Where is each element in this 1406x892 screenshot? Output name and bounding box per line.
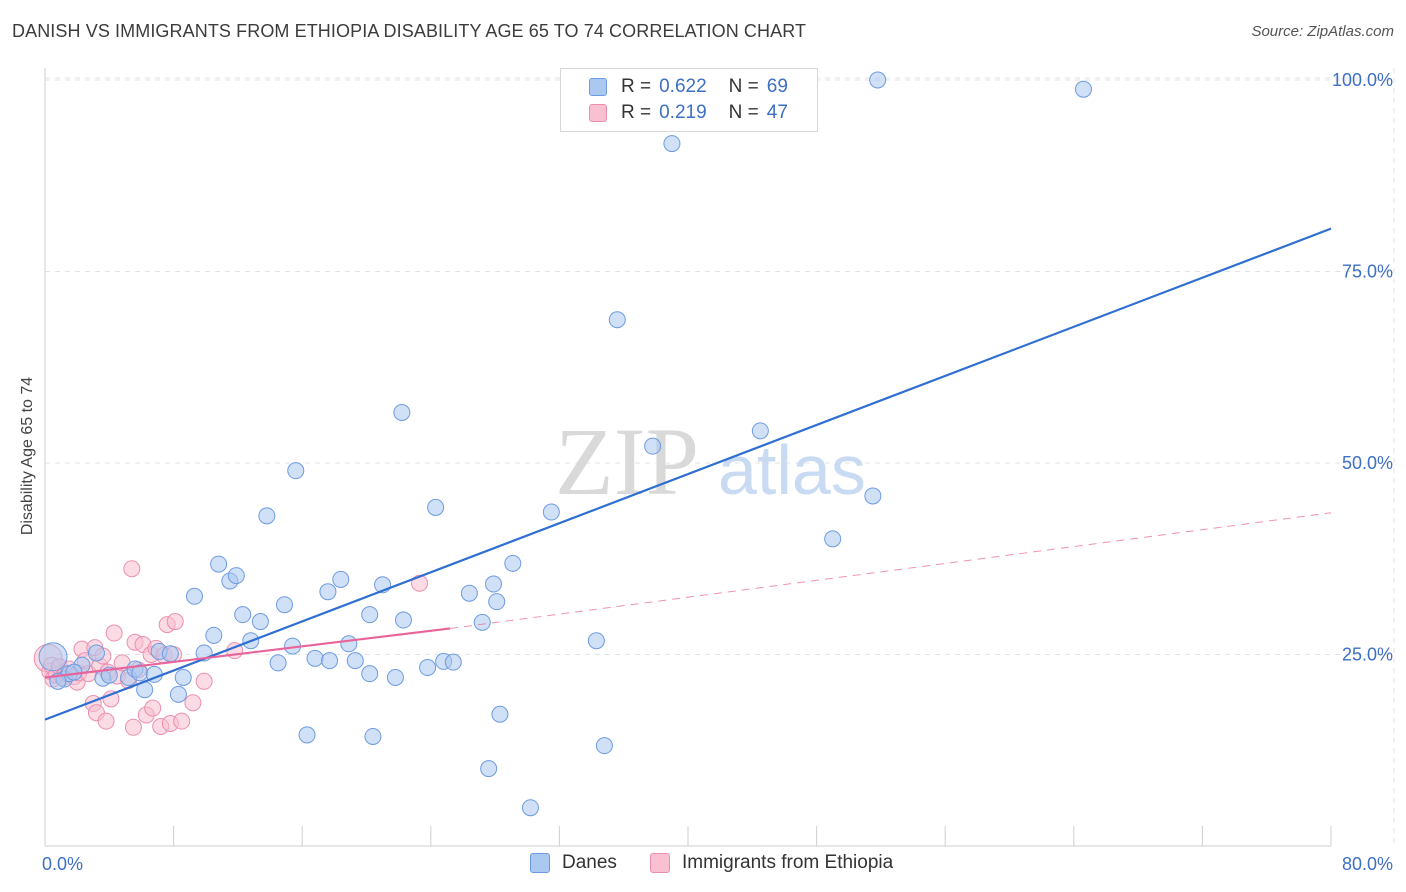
- stats-legend: R = 0.622 N = 69 R = 0.219 N = 47: [560, 68, 818, 132]
- scatter-point: [864, 487, 882, 505]
- y-tick-label: 100.0%: [1332, 70, 1393, 90]
- legend-row-ethiopia: R = 0.219 N = 47: [589, 100, 788, 126]
- scatter-point: [87, 644, 105, 662]
- scatter-point: [173, 712, 191, 730]
- scatter-point: [124, 718, 142, 736]
- scatter-point: [393, 403, 411, 421]
- scatter-point: [105, 624, 123, 642]
- y-tick-label: 25.0%: [1342, 645, 1393, 665]
- scatter-point: [38, 642, 68, 672]
- series-legend: Danes Immigrants from Ethiopia: [0, 852, 1406, 878]
- scatter-point: [161, 645, 179, 663]
- legend-row-danes: R = 0.622 N = 69: [589, 74, 788, 100]
- y-tick-label: 50.0%: [1342, 453, 1393, 473]
- axes: [44, 68, 1332, 847]
- scatter-point: [521, 799, 539, 817]
- scatter-point: [251, 613, 269, 631]
- scatter-point: [169, 685, 187, 703]
- series-danes-points: [38, 71, 1092, 817]
- scatter-point: [869, 71, 887, 89]
- legend-swatch-ethiopia: [589, 104, 607, 122]
- legend-label-danes: Danes: [562, 852, 617, 873]
- y-tick-label: 75.0%: [1342, 262, 1393, 282]
- legend-r-value: 0.219: [659, 102, 707, 123]
- legend-label-ethiopia: Immigrants from Ethiopia: [682, 852, 894, 873]
- legend-swatch-ethiopia: [650, 853, 670, 873]
- scatter-point: [65, 663, 83, 681]
- legend-item-danes[interactable]: Danes: [530, 852, 617, 874]
- legend-n-value: 69: [766, 76, 788, 97]
- scatter-point: [608, 311, 626, 329]
- trend-line-extension: [450, 512, 1332, 629]
- legend-n-value: 47: [766, 102, 788, 123]
- scatter-point: [185, 587, 203, 605]
- scatter-point: [184, 694, 202, 712]
- scatter-point: [174, 668, 192, 686]
- scatter-point: [97, 712, 115, 730]
- scatter-point: [276, 596, 294, 614]
- legend-swatch-danes: [530, 853, 550, 873]
- scatter-point: [319, 583, 337, 601]
- scatter-point: [361, 606, 379, 624]
- scatter-point: [210, 555, 228, 573]
- scatter-point: [587, 632, 605, 650]
- chart-title: DANISH VS IMMIGRANTS FROM ETHIOPIA DISAB…: [12, 21, 807, 41]
- scatter-point: [195, 672, 213, 690]
- trend-line: [44, 627, 451, 679]
- x-tick-label: 80.0%: [1342, 854, 1393, 874]
- scatter-point: [751, 422, 769, 440]
- scatter-point: [504, 554, 522, 572]
- x-tick-label: 0.0%: [42, 854, 83, 874]
- legend-n-label: N =: [728, 102, 759, 123]
- scatter-point: [644, 437, 662, 455]
- scatter-point: [227, 567, 245, 585]
- trend-line: [44, 227, 1332, 721]
- scatter-point: [444, 653, 462, 671]
- scatter-point: [394, 611, 412, 629]
- watermark-atlas: atlas: [718, 431, 866, 509]
- scatter-point: [491, 705, 509, 723]
- scatter-point: [144, 699, 162, 717]
- scatter-point: [488, 593, 506, 611]
- scatter-point: [346, 652, 364, 670]
- watermark-zip: ZIP: [555, 408, 699, 515]
- scatter-point: [419, 659, 437, 677]
- legend-n-label: N =: [728, 76, 759, 97]
- legend-swatch-danes: [589, 78, 607, 96]
- scatter-point: [332, 570, 350, 588]
- scatter-point: [298, 726, 316, 744]
- scatter-point: [663, 135, 681, 153]
- scatter-point: [123, 560, 141, 578]
- legend-r-label: R =: [621, 102, 652, 123]
- scatter-point: [480, 760, 498, 778]
- scatter-point: [205, 626, 223, 644]
- scatter-point: [484, 575, 502, 593]
- scatter-point: [427, 498, 445, 516]
- scatter-point: [234, 606, 252, 624]
- scatter-point: [595, 737, 613, 755]
- scatter-point: [386, 668, 404, 686]
- legend-item-ethiopia[interactable]: Immigrants from Ethiopia: [650, 852, 893, 874]
- scatter-point: [364, 727, 382, 745]
- legend-r-label: R =: [621, 76, 652, 97]
- scatter-point: [269, 654, 287, 672]
- scatter-point: [460, 584, 478, 602]
- scatter-point: [166, 613, 184, 631]
- watermark: ZIP atlas: [555, 408, 866, 515]
- scatter-point: [824, 530, 842, 548]
- scatter-point: [321, 652, 339, 670]
- scatter-point: [306, 649, 324, 667]
- scatter-point: [361, 665, 379, 683]
- trend-lines: [44, 227, 1332, 721]
- legend-r-value: 0.622: [659, 76, 707, 97]
- scatter-point: [340, 635, 358, 653]
- scatter-point: [1074, 80, 1092, 98]
- scatter-point: [473, 613, 491, 631]
- scatter-point: [542, 503, 560, 521]
- scatter-point: [258, 507, 276, 525]
- scatter-point: [287, 462, 305, 480]
- tick-labels: 25.0% 50.0% 75.0% 100.0% 0.0% 80.0%: [42, 70, 1393, 874]
- chart-source: Source: ZipAtlas.com: [1251, 23, 1394, 40]
